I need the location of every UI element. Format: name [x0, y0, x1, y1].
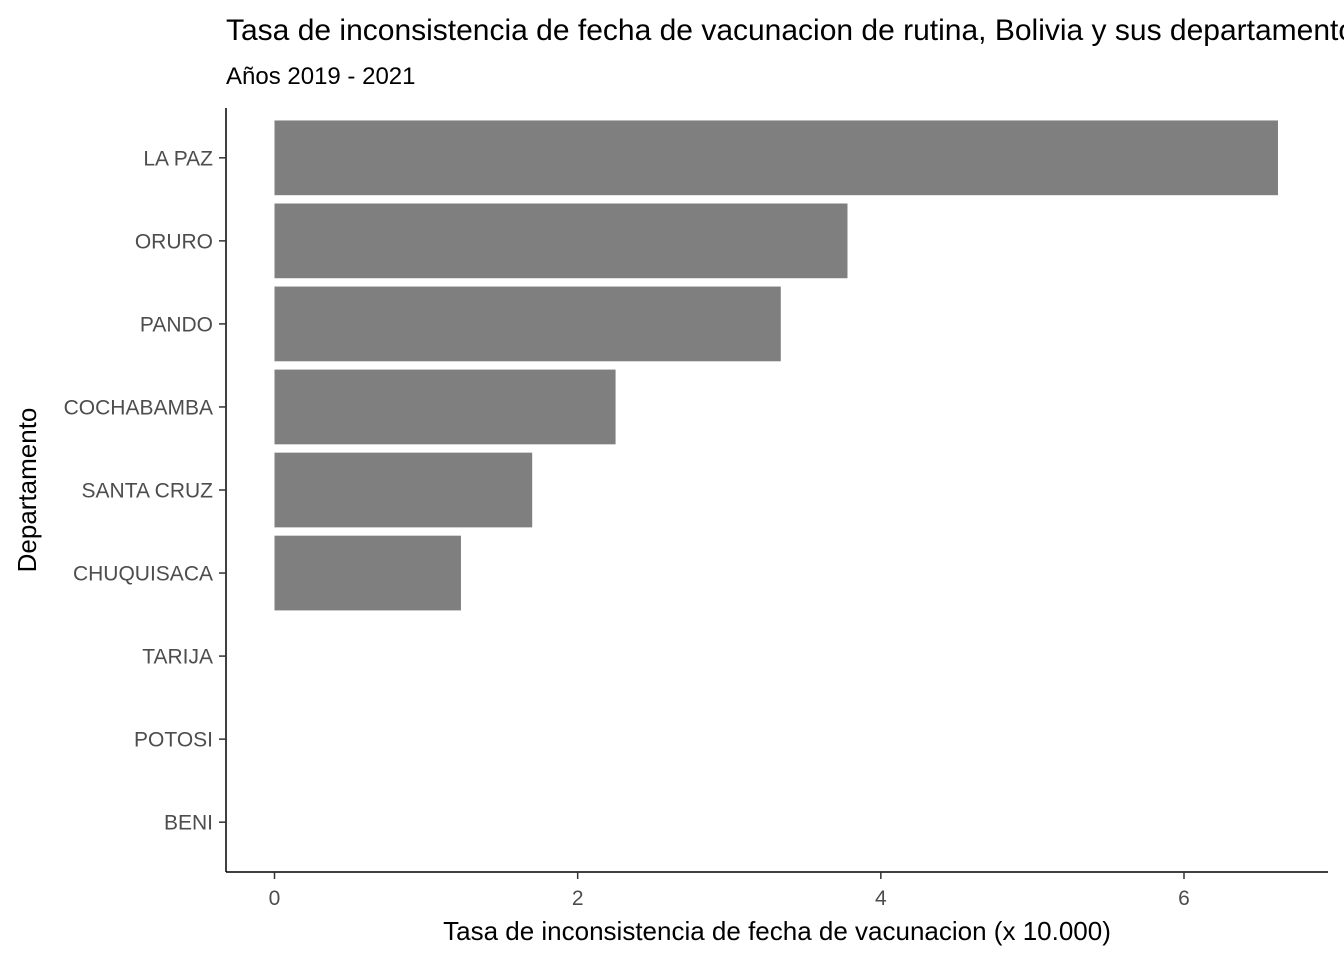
y-axis: LA PAZ ORURO PANDO COCHABAMBA SANTA CRUZ CHUQ… — [64, 147, 226, 835]
x-tick-label: 2 — [572, 887, 584, 910]
x-tick-label: 4 — [875, 887, 887, 910]
y-tick-label: CHUQUISACA — [73, 563, 213, 586]
x-tick-label: 0 — [269, 887, 281, 910]
bar-pando — [274, 286, 781, 362]
y-tick-label: POTOSI — [134, 729, 213, 752]
x-axis: 0 2 4 6 — [269, 872, 1190, 910]
y-axis-title: Departamento — [12, 408, 42, 573]
y-tick-label: SANTA CRUZ — [82, 480, 214, 503]
y-tick-label: ORURO — [135, 230, 213, 253]
y-tick-label: BENI — [164, 812, 213, 835]
bar-la-paz — [274, 120, 1278, 196]
x-tick-label: 6 — [1178, 887, 1190, 910]
chart-subtitle: Años 2019 - 2021 — [226, 63, 415, 90]
bar-chuquisaca — [274, 535, 461, 611]
chart-title: Tasa de inconsistencia de fecha de vacun… — [226, 14, 1344, 47]
bars-group — [274, 120, 1278, 611]
bar-santa-cruz — [274, 452, 533, 528]
y-tick-label: LA PAZ — [143, 147, 213, 170]
y-tick-label: TARIJA — [142, 646, 213, 669]
bar-cochabamba — [274, 369, 616, 445]
y-tick-label: PANDO — [140, 313, 213, 336]
bar-oruro — [274, 203, 848, 279]
x-axis-title: Tasa de inconsistencia de fecha de vacun… — [443, 916, 1111, 946]
y-tick-label: COCHABAMBA — [64, 396, 213, 419]
